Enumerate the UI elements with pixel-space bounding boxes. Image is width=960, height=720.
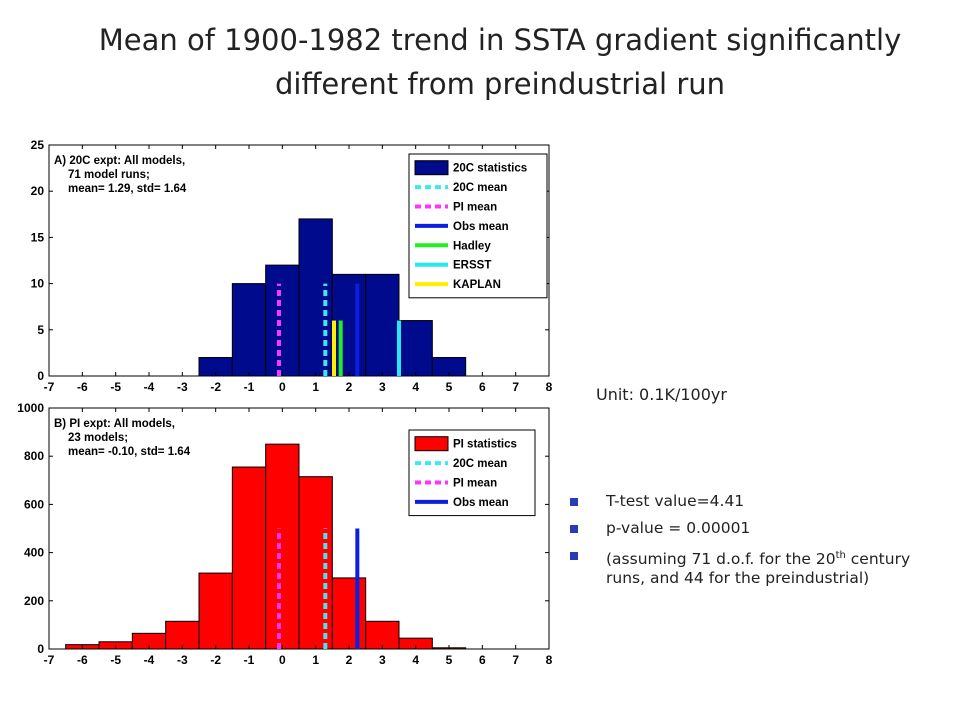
- panel-b-x-tick-label: 6: [479, 653, 486, 667]
- panel-a-y-tick-label: 5: [37, 323, 44, 337]
- panel-a-x-tick-label: 1: [312, 380, 319, 394]
- panel-a-x-tick-label: 8: [546, 380, 553, 394]
- panel-a-annotation-line: A) 20C expt: All models,: [54, 155, 185, 167]
- panel-a-y-tick-label: 20: [31, 184, 45, 198]
- panel-a-x-tick-label: 5: [446, 380, 453, 394]
- panel-b-histogram-bar: [365, 620, 400, 650]
- list-item: (assuming 71 d.o.f. for the 20th century…: [570, 546, 950, 588]
- panel-b-x-tick-label: 3: [379, 653, 386, 667]
- panel-a-x-tick-label: -4: [144, 380, 155, 394]
- panel-a-x-tick-label: 6: [479, 380, 486, 394]
- panel-a-x-tick-label: -6: [77, 380, 88, 394]
- dof-text-end: century runs, and 44 for the preindustri…: [606, 550, 911, 588]
- panel-a-legend-label: ERSST: [453, 260, 491, 272]
- panel-a-y-tick-label: 15: [31, 230, 45, 244]
- panel-a-x-tick-label: 0: [279, 380, 286, 394]
- panel-b-x-tick-label: -2: [210, 653, 221, 667]
- panel-b-x-tick-label: -6: [77, 653, 88, 667]
- panel-a-histogram-bar: [398, 320, 433, 377]
- panel-a-annotation-line: mean= 1.29, std= 1.64: [68, 183, 187, 195]
- panel-b-x-tick-label: -5: [110, 653, 121, 667]
- panel-a-x-tick-label: -7: [44, 380, 55, 394]
- panel-a-annotation-line: 71 model runs;: [68, 169, 150, 181]
- p-value-text: p-value = 0.00001: [606, 519, 751, 537]
- t-test-text: T-test value=4.41: [606, 492, 745, 510]
- panel-b-y-tick-label: 1000: [17, 401, 44, 415]
- panel-b-x-tick-label: 5: [446, 653, 453, 667]
- bullet-marker: [570, 552, 578, 560]
- panel-b-x-tick-label: 8: [546, 653, 553, 667]
- panel-b-annotation-line: B) PI expt: All models,: [54, 418, 175, 430]
- panel-a-legend-label: Obs mean: [453, 221, 509, 233]
- panel-b-histogram-bar: [198, 572, 233, 650]
- panel-b-legend-label: PI statistics: [453, 439, 517, 451]
- panel-b-legend-label: Obs mean: [453, 497, 509, 509]
- panel-a-chart: -7 -6 -5 -4 -3 -2 -1 0 1 2 3 4 5 6 7 8 0 5 10 15 20 25 A) 20C …: [31, 138, 553, 394]
- bullet-marker: [570, 525, 578, 533]
- panel-b-x-tick-label: -4: [144, 653, 155, 667]
- unit-label: Unit: 0.1K/100yr: [596, 385, 727, 404]
- panel-b-y-tick-label: 0: [37, 642, 44, 656]
- panel-b-y-tick-label: 600: [24, 497, 44, 511]
- dof-text-sup: th: [835, 550, 846, 561]
- panel-a-x-tick-label: -1: [244, 380, 255, 394]
- panel-b-annotation-line: 23 models;: [68, 432, 128, 444]
- statistics-bullet-list: T-test value=4.41 p-value = 0.00001 (ass…: [570, 492, 950, 596]
- panel-a-legend-swatch: [414, 160, 449, 176]
- panel-a-x-tick-label: 2: [346, 380, 353, 394]
- list-item: p-value = 0.00001: [570, 519, 950, 538]
- panel-a-legend-label: PI mean: [453, 202, 497, 214]
- panel-b-x-tick-label: 2: [346, 653, 353, 667]
- panel-b-x-tick-label: 4: [412, 653, 419, 667]
- panel-b-x-tick-label: 0: [279, 653, 286, 667]
- panel-a-histogram-bar: [331, 273, 367, 377]
- slide-title: Mean of 1900-1982 trend in SSTA gradient…: [40, 18, 960, 106]
- panel-a-y-tick-label: 10: [31, 277, 45, 291]
- panel-b-y-tick-label: 200: [24, 594, 44, 608]
- title-line-2: different from preindustrial run: [274, 67, 726, 101]
- panel-b-histogram-bar: [165, 620, 200, 650]
- panel-b-x-tick-label: -1: [244, 653, 255, 667]
- panel-b-y-tick-label: 400: [24, 546, 44, 560]
- panel-b-histogram-bar: [331, 577, 367, 650]
- dof-text-start: (assuming 71 d.o.f. for the 20: [606, 550, 836, 569]
- panel-a-legend-label: 20C statistics: [453, 163, 527, 175]
- panel-b-x-tick-label: -3: [177, 653, 188, 667]
- panel-b-legend-swatch: [414, 436, 449, 452]
- panel-b-y-tick-label: 800: [24, 449, 44, 463]
- panel-a-x-tick-label: -3: [177, 380, 188, 394]
- panel-a-y-tick-label: 0: [37, 369, 44, 383]
- panel-a-legend-label: 20C mean: [453, 182, 507, 194]
- title-line-1: Mean of 1900-1982 trend in SSTA gradient…: [98, 23, 902, 57]
- panel-b-histogram-bar: [265, 443, 300, 650]
- panel-b-x-tick-label: 1: [312, 653, 319, 667]
- bullet-marker: [570, 498, 578, 506]
- panel-a-x-tick-label: 3: [379, 380, 386, 394]
- panel-a-histogram-bar: [231, 283, 267, 377]
- panel-a-x-tick-label: -5: [110, 380, 121, 394]
- panel-a-histogram-bar: [265, 264, 300, 377]
- panel-b-annotation-line: mean= -0.10, std= 1.64: [68, 446, 191, 458]
- panel-b-x-tick-label: 7: [512, 653, 519, 667]
- panel-a-x-tick-label: -2: [210, 380, 221, 394]
- panel-b-legend-label: PI mean: [453, 478, 497, 490]
- panel-b-chart: -7 -6 -5 -4 -3 -2 -1 0 1 2 3 4 5 6 7 8 0 200 400 600 800 1000…: [17, 401, 552, 667]
- panel-b-histogram-bar: [298, 476, 333, 650]
- panel-a-histogram-bar: [365, 273, 400, 377]
- panel-a-legend-label: Hadley: [453, 240, 491, 252]
- panel-b-x-tick-label: -7: [44, 653, 55, 667]
- panel-b-histogram-bar: [231, 466, 267, 650]
- panel-a-legend-label: KAPLAN: [453, 279, 501, 291]
- panel-b-legend-label: 20C mean: [453, 458, 507, 470]
- panel-a-y-tick-label: 25: [31, 138, 45, 152]
- panel-a-x-tick-label: 4: [412, 380, 419, 394]
- panel-a-x-tick-label: 7: [512, 380, 519, 394]
- list-item: T-test value=4.41: [570, 492, 950, 511]
